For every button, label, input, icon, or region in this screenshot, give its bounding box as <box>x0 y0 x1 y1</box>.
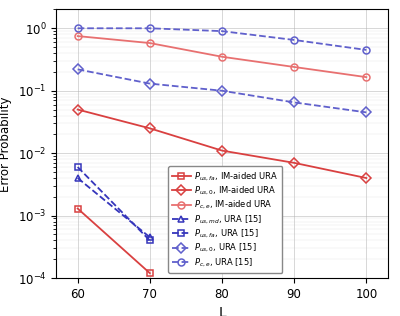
$P_{us,0}$, IM-aided URA <box>292 161 296 165</box>
$P_{us,0}$, URA [15] <box>148 82 152 86</box>
Line: $P_{c,e}$, IM-aided URA: $P_{c,e}$, IM-aided URA <box>74 33 370 81</box>
Legend: $P_{us,fa}$, IM-aided URA, $P_{us,0}$, IM-aided URA, $P_{c,e}$, IM-aided URA, $P: $P_{us,fa}$, IM-aided URA, $P_{us,0}$, I… <box>168 166 282 273</box>
$P_{us,0}$, URA [15] <box>75 67 80 71</box>
$P_{c,e}$, IM-aided URA <box>364 75 369 79</box>
$P_{c,e}$, URA [15] <box>220 29 224 33</box>
$P_{c,e}$, IM-aided URA <box>292 65 296 69</box>
$P_{us,fa}$, IM-aided URA <box>148 271 152 275</box>
Line: $P_{us,fa}$, IM-aided URA: $P_{us,fa}$, IM-aided URA <box>74 205 153 276</box>
$P_{c,e}$, URA [15] <box>75 26 80 30</box>
$P_{us,fa}$, IM-aided URA <box>75 207 80 210</box>
Line: $P_{us,fa}$, URA [15]: $P_{us,fa}$, URA [15] <box>74 164 153 244</box>
$P_{c,e}$, URA [15] <box>364 48 369 52</box>
$P_{c,e}$, URA [15] <box>292 38 296 42</box>
X-axis label: L: L <box>218 306 226 316</box>
Y-axis label: Error Probability: Error Probability <box>0 96 12 191</box>
$P_{us,0}$, IM-aided URA <box>75 108 80 112</box>
$P_{us,0}$, URA [15] <box>364 111 369 114</box>
Line: $P_{us,0}$, URA [15]: $P_{us,0}$, URA [15] <box>74 66 370 116</box>
$P_{c,e}$, URA [15] <box>148 26 152 30</box>
Line: $P_{c,e}$, URA [15]: $P_{c,e}$, URA [15] <box>74 25 370 53</box>
Line: $P_{us,md}$, URA [15]: $P_{us,md}$, URA [15] <box>74 174 153 241</box>
$P_{us,fa}$, URA [15] <box>148 239 152 242</box>
$P_{us,0}$, IM-aided URA <box>220 149 224 153</box>
$P_{us,0}$, URA [15] <box>292 100 296 104</box>
$P_{c,e}$, IM-aided URA <box>75 34 80 38</box>
$P_{us,md}$, URA [15] <box>75 176 80 180</box>
$P_{c,e}$, IM-aided URA <box>220 55 224 59</box>
Line: $P_{us,0}$, IM-aided URA: $P_{us,0}$, IM-aided URA <box>74 106 370 181</box>
$P_{us,fa}$, URA [15] <box>75 165 80 169</box>
$P_{c,e}$, IM-aided URA <box>148 41 152 45</box>
$P_{us,0}$, URA [15] <box>220 89 224 93</box>
$P_{us,0}$, IM-aided URA <box>148 126 152 130</box>
$P_{us,0}$, IM-aided URA <box>364 176 369 180</box>
$P_{us,md}$, URA [15] <box>148 235 152 239</box>
